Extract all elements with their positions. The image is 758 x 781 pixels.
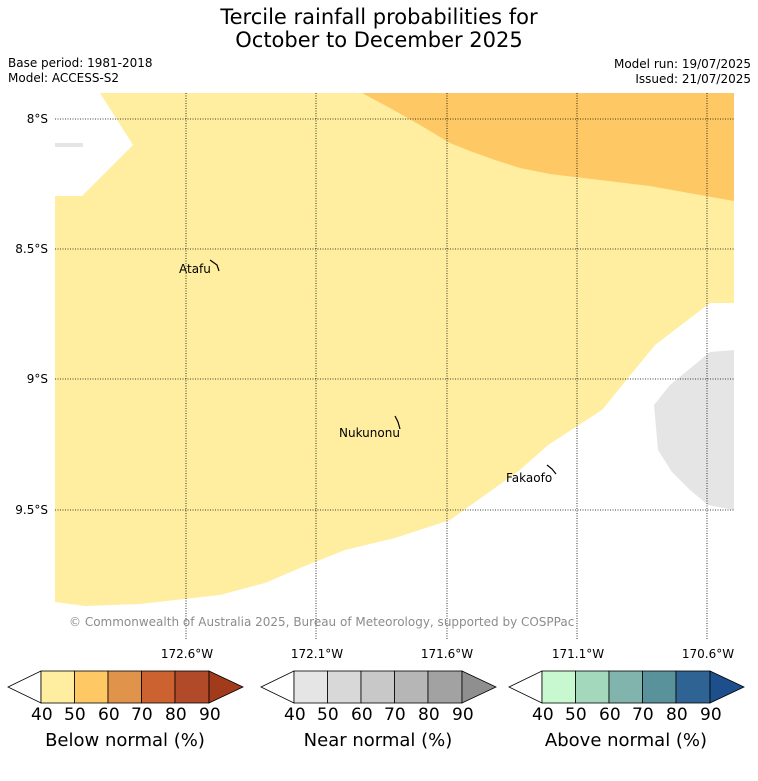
colorbar-segment [107, 670, 142, 704]
colorbar-tick: 80 [418, 705, 440, 725]
probability-fields [55, 93, 734, 606]
colorbar-title-above: Above normal (%) [544, 730, 708, 751]
colorbar-tick: 50 [64, 705, 86, 725]
lat-labels: 8°S 8.5°S 9°S 9.5°S [15, 112, 48, 517]
colorbar-tick: 60 [599, 705, 621, 725]
colorbar-tick: 60 [98, 705, 120, 725]
no-data-small-area [55, 143, 83, 147]
colorbar-above-normal [508, 670, 745, 704]
colorbar-tick: 40 [284, 705, 306, 725]
place-label-fakaofo: Fakaofo [506, 471, 552, 485]
no-data-area [654, 350, 734, 510]
atafu-atoll [209, 259, 220, 272]
colorbar-below-normal [7, 670, 244, 704]
colorbar-under-triangle [260, 670, 295, 704]
colorbar-under-triangle [508, 670, 543, 704]
colorbar-segment [427, 670, 463, 704]
place-labels: Atafu Nukunonu Fakaofo [179, 262, 552, 485]
colorbar-title-near: Near normal (%) [303, 730, 453, 751]
copyright-notice: © Commonwealth of Australia 2025, Bureau… [69, 615, 574, 629]
colorbar-segment [575, 670, 610, 704]
colorbar-under-triangle [7, 670, 42, 704]
colorbar-tick: 40 [532, 705, 554, 725]
colorbar-over-triangle [461, 670, 497, 704]
below-normal-50-60-area [362, 93, 734, 201]
lon-label: 172.1°W [291, 647, 343, 661]
colorbar-title-below: Below normal (%) [45, 730, 205, 751]
nukunonu-atoll [394, 415, 401, 430]
title-line-1: Tercile rainfall probabilities for [220, 5, 538, 29]
model-name: Model: ACCESS-S2 [8, 71, 120, 85]
lat-label: 9.5°S [15, 503, 48, 517]
colorbar-segment [293, 670, 328, 704]
meta-right: Model run: 19/07/2025 Issued: 21/07/2025 [614, 57, 751, 87]
graticule [55, 93, 734, 640]
colorbar-segment [642, 670, 677, 704]
colorbar-segment [141, 670, 176, 704]
colorbar-tick: 80 [165, 705, 187, 725]
colorbar-tick: 90 [452, 705, 474, 725]
colorbar-tick: 80 [666, 705, 688, 725]
place-label-atafu: Atafu [179, 262, 211, 276]
lon-label: 171.1°W [552, 647, 604, 661]
colorbar-segment [608, 670, 643, 704]
colorbar-segment [360, 670, 395, 704]
colorbar-tick: 60 [351, 705, 373, 725]
below-normal-40-50-area [55, 93, 734, 606]
colorbar-over-triangle [208, 670, 244, 704]
lat-label: 8.5°S [15, 242, 48, 256]
atolls [209, 259, 557, 475]
lat-label: 9°S [27, 372, 48, 386]
colorbar-segment [40, 670, 75, 704]
colorbar-near-normal [260, 670, 497, 704]
place-label-nukunonu: Nukunonu [339, 426, 400, 440]
colorbar-tick: 70 [131, 705, 153, 725]
colorbar-tick: 40 [31, 705, 53, 725]
colorbar-segment [74, 670, 109, 704]
lon-label: 172.6°W [161, 647, 213, 661]
colorbar-segment [394, 670, 429, 704]
lon-labels: 172.6°W 172.1°W 171.6°W 171.1°W 170.6°W [161, 647, 734, 661]
model-run: Model run: 19/07/2025 [613, 57, 751, 71]
colorbar-over-triangle [709, 670, 745, 704]
colorbar-segment [541, 670, 576, 704]
colorbar-segment [327, 670, 362, 704]
lon-label: 170.6°W [682, 647, 734, 661]
issued-date: Issued: 21/07/2025 [635, 72, 751, 86]
colorbar-segment [675, 670, 711, 704]
colorbar-tick: 50 [565, 705, 587, 725]
colorbar-segment [174, 670, 210, 704]
lon-label: 171.6°W [421, 647, 473, 661]
fakaofo-atoll [546, 464, 557, 475]
meta-left: Base period: 1981-2018 Model: ACCESS-S2 [8, 56, 153, 86]
base-period: Base period: 1981-2018 [8, 56, 153, 70]
colorbar-tick: 70 [384, 705, 406, 725]
colorbar-tick: 90 [199, 705, 221, 725]
colorbar-tick: 70 [632, 705, 654, 725]
colorbar-tick: 50 [317, 705, 339, 725]
lat-label: 8°S [27, 112, 48, 126]
colorbar-tick: 90 [700, 705, 722, 725]
title-line-2: October to December 2025 [235, 28, 523, 52]
